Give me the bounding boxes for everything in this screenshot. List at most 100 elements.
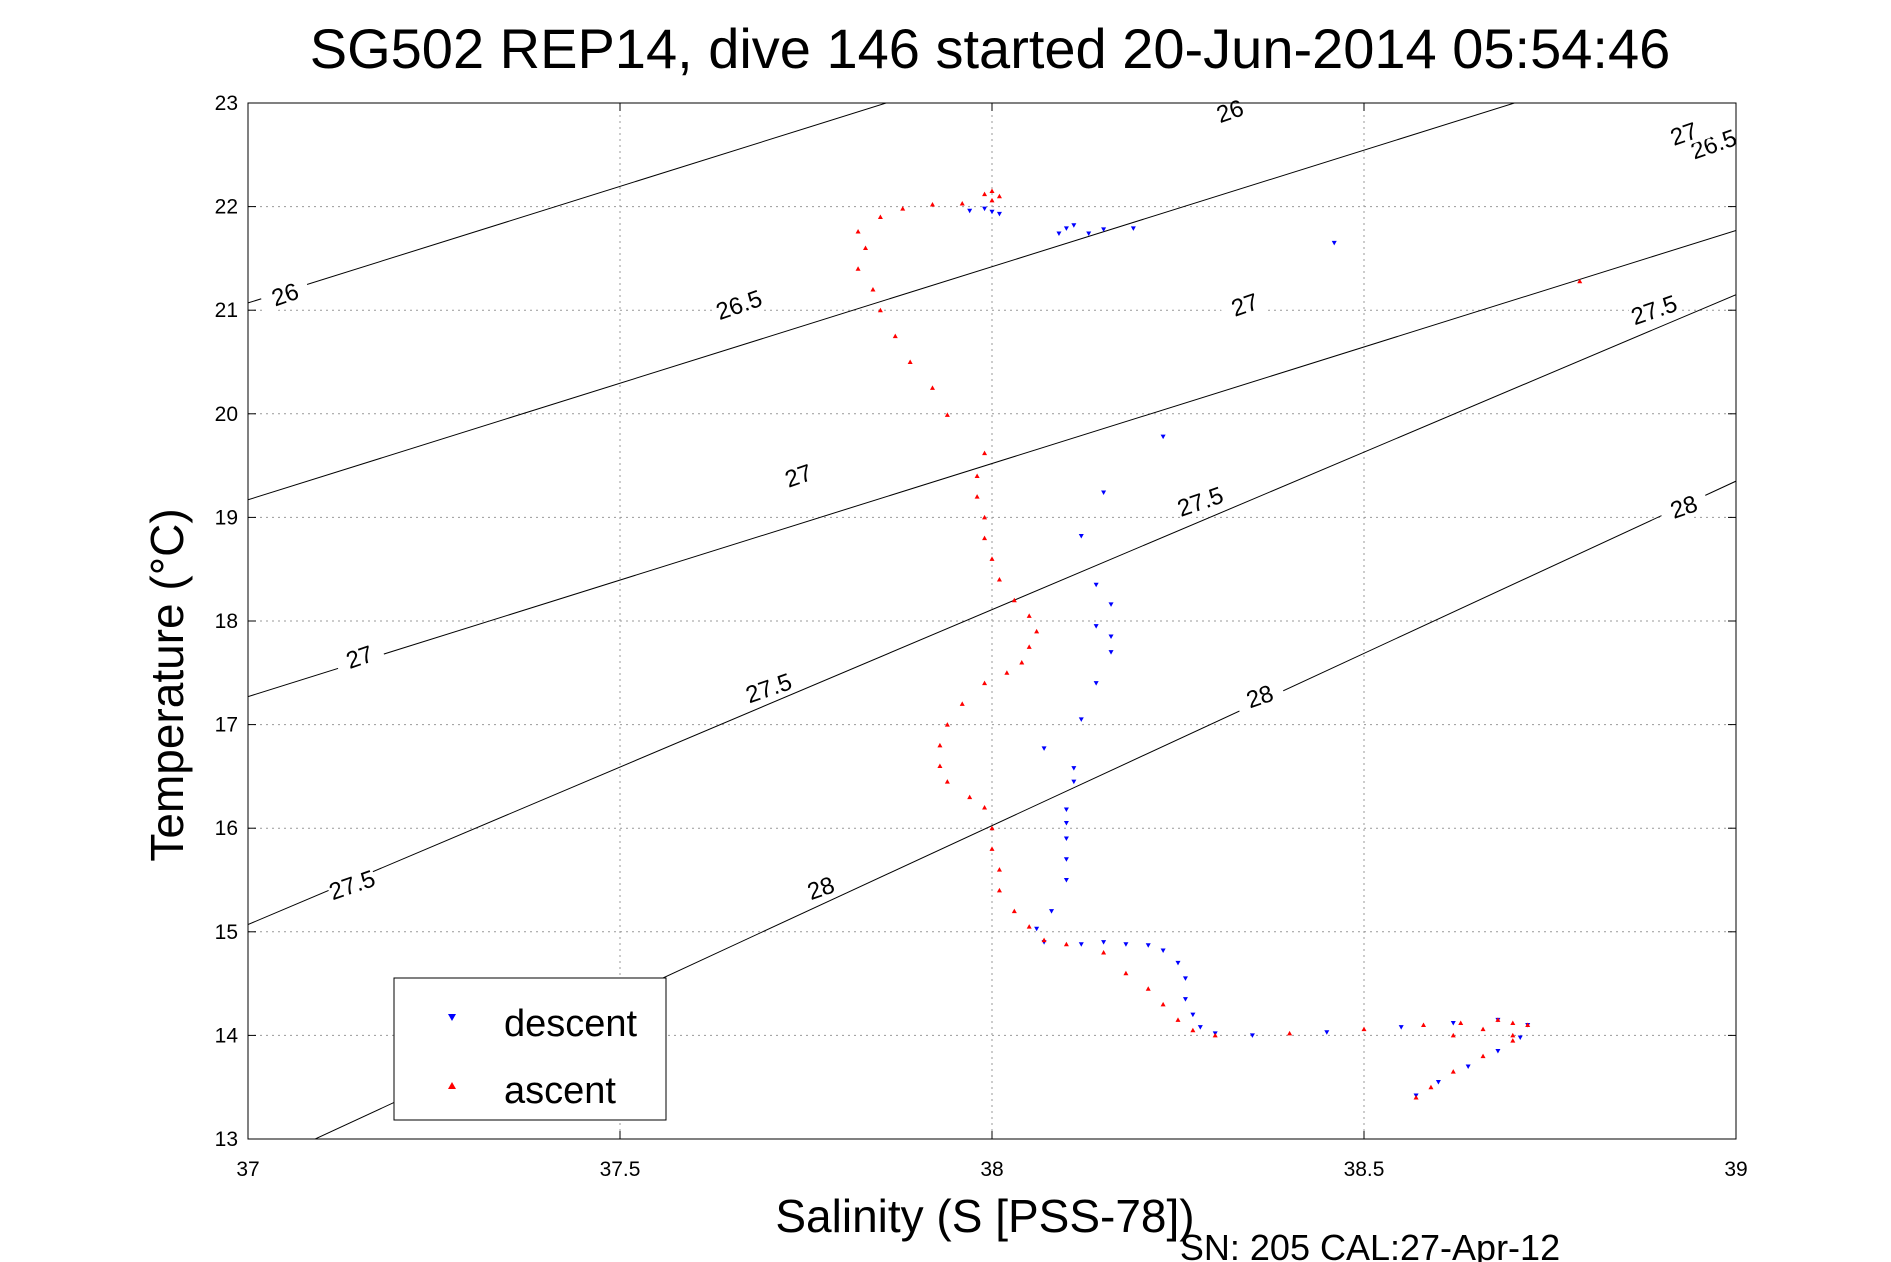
ascent-point — [1525, 1022, 1531, 1028]
ascent-point — [959, 701, 965, 706]
descent-point — [1108, 602, 1114, 607]
descent-point — [1331, 240, 1337, 246]
ascent-point — [1510, 1032, 1516, 1038]
legend-box — [393, 977, 667, 1121]
legend-descent-label: descent — [504, 1003, 638, 1045]
ascent-point — [989, 846, 995, 851]
x-tick-label: 37 — [236, 1158, 259, 1181]
ascent-point — [1123, 970, 1129, 976]
ascent-point — [863, 245, 869, 251]
descent-point — [1160, 434, 1166, 440]
descent-point — [1063, 807, 1069, 813]
isopycnal-lines — [248, 103, 1736, 1139]
descent-point — [1093, 624, 1099, 629]
ascent-point — [937, 763, 943, 769]
ascent-point — [1063, 941, 1069, 947]
descent-point — [1078, 942, 1084, 947]
ascent-point — [944, 412, 950, 417]
descent-point — [1086, 231, 1092, 237]
ascent-point — [989, 197, 995, 203]
isopycnal-26 — [248, 103, 888, 304]
descent-point — [967, 208, 973, 214]
descent-point — [1435, 1080, 1441, 1085]
y-tick-label: 15 — [215, 921, 238, 944]
ascent-point — [974, 494, 980, 499]
ascent-point — [982, 191, 988, 197]
isopycnal-label-bg — [1626, 289, 1681, 330]
footer-serial-calibration: SN: 205 CAL:27-Apr-12 — [1180, 1227, 1560, 1262]
ascent-point — [929, 202, 935, 207]
ascent-point — [892, 333, 898, 339]
ascent-point — [1480, 1053, 1486, 1059]
legend-ascent-marker — [448, 1082, 456, 1089]
ascent-point — [944, 779, 950, 784]
ascent-point — [1026, 613, 1032, 618]
y-tick-label: 13 — [215, 1128, 238, 1151]
y-tick-label: 14 — [215, 1024, 239, 1047]
ascent-point — [1495, 1017, 1501, 1022]
descent-point — [989, 209, 995, 215]
legend: descent ascent — [393, 977, 667, 1121]
ascent-point — [1145, 986, 1151, 991]
descent-point — [1101, 490, 1107, 496]
descent-point — [1041, 746, 1047, 751]
descent-point — [1056, 231, 1062, 237]
ascent-point — [1413, 1095, 1419, 1100]
isopycnal-label-bg — [711, 283, 766, 325]
ascent-point — [1480, 1026, 1486, 1032]
ascent-point — [877, 307, 883, 313]
descent-point — [1190, 1012, 1196, 1018]
descent-point — [1398, 1025, 1404, 1030]
chart-title: SG502 REP14, dive 146 started 20-Jun-201… — [310, 17, 1671, 80]
descent-point — [982, 206, 988, 212]
descent-point — [1093, 582, 1099, 588]
y-tick-label: 18 — [215, 610, 238, 633]
ascent-point — [870, 286, 876, 292]
axis-ticks: 37 37.5 38 38.5 39 13 14 15 16 17 18 19 20 21 22 23 — [215, 92, 1748, 1181]
x-tick-label: 37.5 — [600, 1158, 641, 1181]
descent-point — [1078, 717, 1084, 722]
ascent-point — [1004, 670, 1010, 675]
isopycnal-label-bg — [1656, 485, 1711, 527]
ascent-point — [1011, 908, 1017, 914]
ascent-point — [1011, 597, 1017, 603]
y-tick-label: 19 — [215, 506, 238, 529]
descent-point — [1182, 997, 1188, 1002]
y-tick-label: 21 — [215, 299, 238, 322]
descent-point — [1049, 909, 1055, 914]
y-tick-label: 17 — [215, 714, 238, 737]
ascent-point — [1175, 1017, 1181, 1022]
descent-point — [1108, 650, 1114, 655]
descent-point — [1063, 836, 1069, 842]
isopycnal-label-bg — [1202, 90, 1257, 131]
ascent-point — [1421, 1022, 1427, 1028]
descent-point — [1123, 942, 1129, 947]
data-points — [855, 188, 1583, 1100]
descent-point — [1093, 681, 1099, 686]
ascent-point — [1190, 1027, 1196, 1033]
isopycnal-label-bg — [257, 273, 312, 314]
ascent-point — [1361, 1026, 1367, 1032]
ascent-point — [1428, 1084, 1434, 1090]
descent-point — [1160, 948, 1166, 953]
ascent-point — [1026, 644, 1032, 649]
ascent-point — [1026, 924, 1032, 929]
ascent-point — [929, 385, 935, 390]
isopycnal-label-bg — [1173, 480, 1227, 522]
descent-point — [1182, 976, 1188, 981]
isopycnal-label-bg — [324, 864, 379, 905]
x-tick-label: 39 — [1724, 1158, 1747, 1181]
ascent-point — [907, 359, 913, 364]
ascent-point — [855, 266, 861, 271]
ascent-point — [959, 200, 965, 206]
descent-point — [1071, 223, 1077, 228]
isopycnal-label-bg — [1686, 123, 1741, 164]
ascent-point — [996, 193, 1002, 199]
descent-point — [1063, 857, 1069, 862]
ascent-point — [944, 722, 950, 727]
descent-point — [1495, 1048, 1501, 1054]
isopycnal-27.5 — [248, 294, 1736, 926]
ascent-point — [982, 450, 988, 456]
